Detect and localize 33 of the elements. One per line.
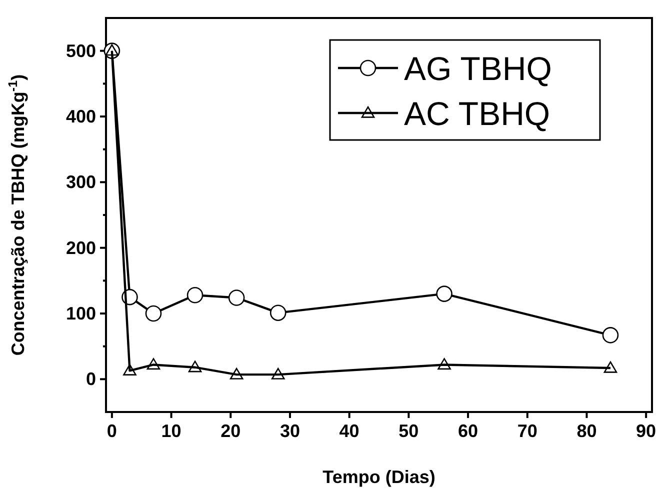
point [188, 360, 202, 372]
point [145, 305, 162, 322]
x-tick-label: 10 [161, 421, 182, 441]
legend-label: AG TBHQ [404, 50, 552, 87]
point [123, 364, 136, 376]
y-tick-label: 200 [66, 238, 96, 258]
point [230, 368, 244, 380]
point [228, 290, 245, 306]
x-axis-title: Tempo (Dias) [322, 467, 436, 487]
x-tick-label: 20 [220, 421, 241, 441]
x-tick-label: 0 [106, 421, 117, 441]
y-tick-label: 500 [66, 40, 96, 61]
point [436, 286, 452, 302]
x-tick-label: 90 [636, 421, 656, 441]
point [602, 327, 619, 344]
x-tick-label: 80 [576, 421, 597, 441]
y-tick-label: 400 [66, 106, 96, 126]
point [146, 358, 160, 370]
point [186, 286, 204, 304]
point [270, 304, 286, 321]
point [271, 368, 285, 380]
x-tick-label: 30 [280, 421, 300, 441]
legend-label: AC TBHQ [404, 95, 550, 132]
y-tick-label: 300 [66, 172, 96, 192]
point [438, 358, 451, 370]
x-tick-label: 60 [458, 421, 478, 441]
y-tick-label: 0 [86, 369, 96, 390]
x-tick-label: 70 [517, 421, 538, 441]
y-tick-label: 100 [66, 304, 96, 324]
x-tick-label: 40 [339, 421, 360, 441]
point [105, 44, 119, 56]
point [604, 361, 618, 373]
x-tick-label: 50 [398, 421, 419, 441]
